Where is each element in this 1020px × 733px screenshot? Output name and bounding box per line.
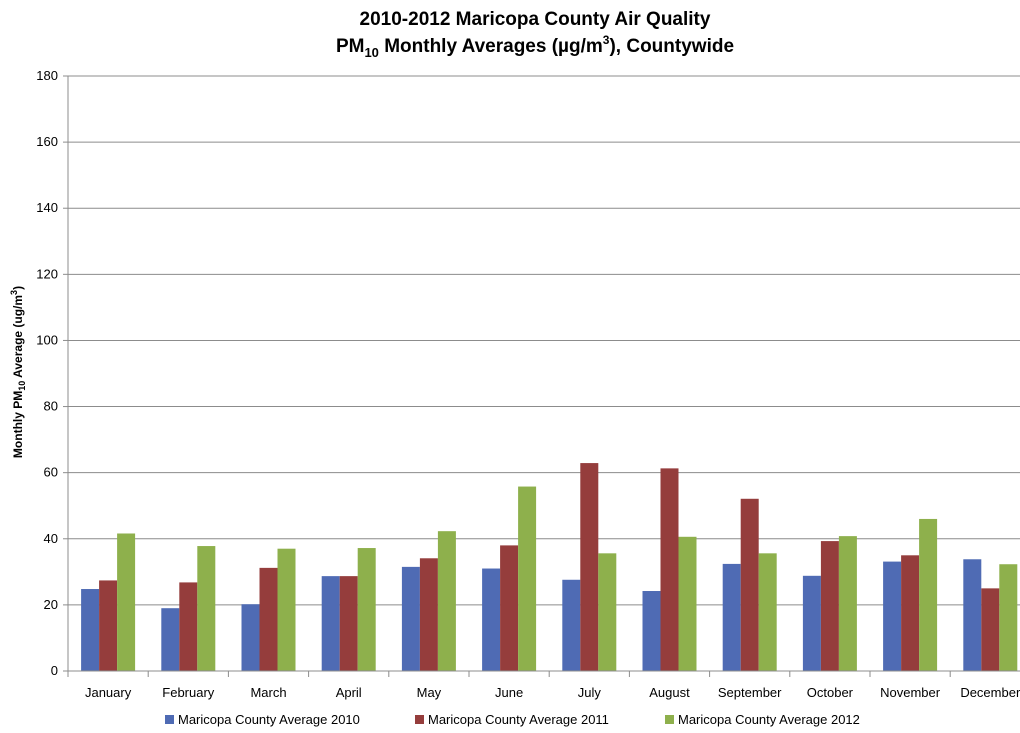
bar-2-june [500, 545, 519, 671]
x-tick-label-august: August [649, 685, 690, 700]
x-tick-label-february: February [162, 685, 215, 700]
bars [81, 463, 1018, 671]
bar-1-november [883, 561, 902, 671]
y-tick-label: 160 [36, 134, 58, 149]
bar-2-september [740, 498, 759, 671]
x-tick-label-december: December [960, 685, 1020, 700]
bar-2-april [339, 576, 358, 671]
axes [67, 76, 1020, 672]
bar-2-march [259, 567, 278, 671]
x-tick-label-june: June [495, 685, 523, 700]
y-axis-label: Monthly PM10 Average (ug/m3) [9, 286, 27, 458]
bar-3-june [518, 486, 537, 671]
bar-1-october [802, 575, 821, 671]
y-tick-label: 60 [44, 465, 58, 480]
y-tick-label: 180 [36, 68, 58, 83]
x-tick-label-september: September [718, 685, 782, 700]
bar-1-april [321, 576, 340, 671]
bar-3-september [758, 553, 777, 671]
x-tick-label-march: March [250, 685, 286, 700]
bar-3-march [277, 548, 296, 671]
bar-2-october [820, 541, 839, 671]
bar-3-august [678, 536, 697, 671]
legend-swatch-2 [415, 715, 424, 724]
y-tick-label: 140 [36, 200, 58, 215]
bar-2-january [99, 580, 118, 671]
x-tick-label-july: July [578, 685, 602, 700]
chart-title-line-1: 2010-2012 Maricopa County Air Quality [360, 9, 711, 30]
y-tick-label: 40 [44, 531, 58, 546]
chart-title-line-2: PM10 Monthly Averages (µg/m3), Countywid… [336, 33, 734, 60]
x-tick-label-april: April [336, 685, 362, 700]
x-tick-label-january: January [85, 685, 132, 700]
legend-label-1: Maricopa County Average 2010 [178, 712, 360, 727]
y-tick-label: 80 [44, 399, 58, 414]
y-tick-label: 20 [44, 597, 58, 612]
x-tick-label-may: May [417, 685, 442, 700]
bar-3-january [117, 533, 136, 671]
bar-1-june [482, 568, 501, 671]
bar-1-december [963, 559, 982, 671]
y-tick-label: 100 [36, 332, 58, 347]
bar-3-october [838, 536, 857, 671]
x-axis-ticks: January February March April May June July Augu… [67, 671, 1020, 700]
x-tick-label-october: October [807, 685, 854, 700]
bar-2-december [981, 588, 1000, 671]
bar-1-march [241, 604, 260, 671]
y-tick-label: 120 [36, 266, 58, 281]
bar-3-april [357, 548, 376, 671]
bar-1-january [81, 589, 100, 671]
legend-swatch-1 [165, 715, 174, 724]
bar-2-august [660, 468, 679, 671]
bar-3-february [197, 546, 216, 671]
y-axis-ticks: 0 20 40 60 80 100 120 140 160 180 [36, 68, 68, 678]
bar-2-february [179, 582, 198, 671]
bar-1-may [401, 566, 420, 671]
legend-swatch-3 [665, 715, 674, 724]
y-tick-label: 0 [51, 663, 58, 678]
legend: Maricopa County Average 2010 Maricopa Cou… [165, 712, 860, 727]
bar-3-may [437, 531, 456, 671]
bar-3-november [919, 518, 938, 671]
bar-2-july [580, 463, 599, 671]
x-tick-label-november: November [880, 685, 941, 700]
legend-label-2: Maricopa County Average 2011 [428, 712, 609, 727]
bar-1-february [161, 608, 180, 671]
bar-1-august [642, 591, 661, 671]
legend-label-3: Maricopa County Average 2012 [678, 712, 860, 727]
gridlines [68, 75, 1020, 606]
bar-2-november [901, 555, 920, 671]
bar-3-december [999, 564, 1018, 671]
bar-2-may [419, 558, 438, 671]
bar-1-september [722, 563, 741, 671]
bar-1-july [562, 579, 581, 671]
bar-3-july [598, 553, 617, 671]
